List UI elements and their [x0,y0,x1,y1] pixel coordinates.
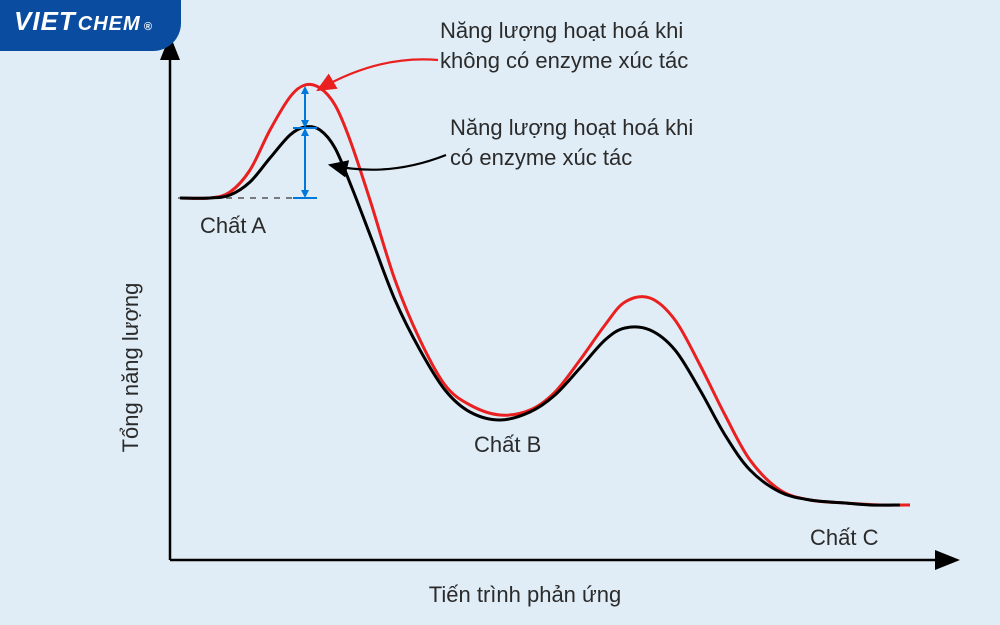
point-label-a: Chất A [200,213,266,238]
annotation-with-enzyme-line2: có enzyme xúc tác [450,145,632,170]
point-label-c: Chất C [810,525,879,550]
logo-main: VIET [14,6,76,37]
energy-diagram-chart: Năng lượng hoạt hoá khi không có enzyme … [0,0,1000,625]
annotation-with-enzyme-line1: Năng lượng hoạt hoá khi [450,115,693,140]
logo-sub: CHEM [78,13,141,36]
logo-reg-icon: ® [144,21,153,33]
activation-energy-marker [293,86,317,198]
annotation-without-enzyme-line2: không có enzyme xúc tác [440,48,688,73]
annotation-arrow-without-enzyme [318,59,438,90]
x-axis-label: Tiến trình phản ứng [429,582,621,607]
page-background: VIETCHEM® [0,0,1000,625]
annotation-without-enzyme-line1: Năng lượng hoạt hoá khi [440,18,683,43]
y-axis-label: Tổng năng lượng [118,283,143,453]
point-label-b: Chất B [474,432,541,457]
brand-logo: VIETCHEM® [0,0,181,51]
annotation-arrow-with-enzyme [330,155,446,170]
brand-logo-text: VIETCHEM® [14,6,153,37]
